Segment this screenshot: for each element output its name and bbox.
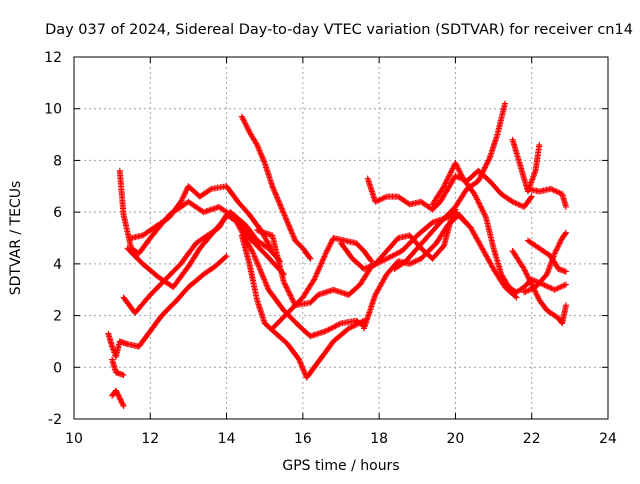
data-markers — [238, 232, 367, 381]
data-markers — [238, 113, 314, 262]
data-markers — [360, 211, 520, 332]
y-tick-label: 0 — [53, 360, 62, 376]
y-tick-label: 10 — [44, 102, 62, 118]
data-markers — [269, 235, 375, 332]
plot-frame — [73, 56, 609, 420]
x-tick-label: 24 — [599, 431, 617, 447]
series-sat-u — [521, 229, 569, 296]
x-tick-label: 14 — [218, 431, 236, 447]
data-markers — [109, 356, 127, 378]
data-series — [105, 100, 569, 410]
y-tick-label: 12 — [44, 50, 62, 66]
series-sat-e — [109, 387, 127, 410]
x-tick-label: 12 — [141, 431, 159, 447]
data-markers — [521, 229, 569, 296]
data-markers — [109, 387, 127, 410]
y-tick-label: 2 — [53, 309, 62, 325]
series-sat-s — [509, 247, 569, 327]
series-sat-i — [238, 232, 367, 381]
series-sat-m — [364, 167, 535, 213]
x-tick-label: 18 — [370, 431, 388, 447]
series-sat-h — [238, 113, 314, 262]
series-sat-r — [524, 185, 569, 210]
y-tick-label: 4 — [53, 257, 62, 273]
x-tick-label: 16 — [294, 431, 312, 447]
y-axis-label: SDTVAR / TECUs — [8, 181, 24, 296]
y-tick-label: -2 — [48, 412, 62, 428]
y-tick-label: 6 — [53, 205, 62, 221]
y-tick-label: 8 — [53, 153, 62, 169]
x-tick-label: 20 — [447, 431, 465, 447]
data-markers — [524, 185, 569, 210]
series-sat-g — [109, 356, 127, 378]
x-axis-label: GPS time / hours — [282, 458, 399, 474]
data-markers — [364, 167, 535, 213]
data-markers — [509, 247, 569, 327]
series-sat-k — [269, 235, 375, 332]
data-markers — [105, 253, 230, 360]
series-sat-n — [360, 211, 520, 332]
grid — [74, 57, 608, 419]
x-tick-label: 10 — [65, 431, 83, 447]
series-sat-f — [105, 253, 230, 360]
x-tick-label: 22 — [523, 431, 541, 447]
chart-title: Day 037 of 2024, Sidereal Day-to-day VTE… — [45, 22, 633, 38]
